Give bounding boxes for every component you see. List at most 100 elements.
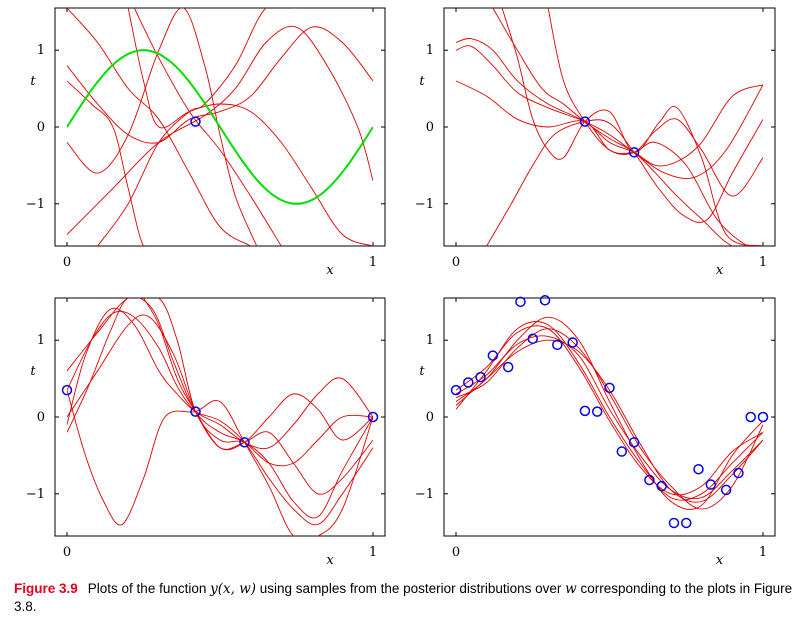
data-point — [567, 337, 578, 348]
x-tick-label: 1 — [369, 255, 377, 270]
y-tick-label: 0 — [426, 410, 434, 425]
y-axis-label: t — [419, 74, 425, 89]
caption-math-w: w — [565, 581, 577, 597]
sample-curve — [547, 8, 763, 246]
data-point — [61, 384, 73, 396]
sample-curve — [456, 316, 763, 510]
data-point — [475, 371, 486, 383]
sample-curve — [456, 339, 763, 503]
plot-area — [67, 8, 373, 246]
y-tick-label: −1 — [26, 197, 45, 212]
sample-curve — [67, 310, 373, 450]
data-point — [487, 350, 499, 361]
y-tick-label: 1 — [37, 333, 45, 348]
panel-bottom-right: −1 0 1 0 1 x t — [415, 295, 776, 568]
caption-text-1: Plots of the function — [87, 581, 211, 596]
data-point — [190, 116, 201, 127]
data-point — [190, 406, 201, 417]
caption-math-function: y(x, w) — [210, 581, 257, 597]
plot-area — [67, 298, 373, 536]
x-axis-label: x — [716, 553, 724, 568]
sample-curve — [67, 25, 373, 235]
y-tick-label: 1 — [37, 43, 45, 58]
sample-curve — [456, 45, 763, 179]
data-point — [628, 147, 640, 158]
x-tick-label: 0 — [63, 545, 71, 560]
figure-caption: Figure 3.9 Plots of the function y(x, w) … — [14, 580, 794, 615]
data-point — [628, 437, 640, 448]
x-tick-label: 1 — [759, 255, 767, 270]
panel-top-right: −1 0 1 0 1 x t — [415, 7, 776, 278]
sample-curve — [67, 8, 258, 246]
y-tick-label: −1 — [415, 487, 434, 502]
data-point — [757, 411, 769, 423]
data-point — [644, 474, 655, 486]
data-point — [656, 480, 667, 492]
sample-curve — [97, 8, 297, 246]
y-tick-label: 0 — [426, 120, 434, 135]
data-point — [733, 467, 744, 479]
sample-curve — [456, 38, 763, 167]
sample-curve — [486, 119, 763, 246]
data-point — [450, 384, 462, 396]
data-point — [668, 517, 680, 529]
sample-curve — [501, 8, 763, 246]
data-point — [515, 296, 526, 308]
y-tick-label: 1 — [426, 333, 434, 348]
plot-frame — [443, 7, 776, 247]
x-axis-label: x — [326, 263, 334, 278]
sample-curve — [67, 26, 373, 144]
true-function-curve — [67, 49, 373, 205]
y-axis-label: t — [30, 364, 36, 379]
data-point — [579, 116, 591, 127]
x-tick-label: 1 — [369, 545, 377, 560]
caption-text-3: corresponding to the plots in Figure 3.8… — [14, 581, 793, 614]
x-tick-label: 0 — [63, 255, 71, 270]
sample-curve — [143, 298, 373, 495]
data-point — [552, 339, 563, 351]
data-point — [693, 463, 704, 475]
data-point — [527, 333, 538, 344]
sample-curve — [127, 8, 373, 246]
sample-curve — [67, 8, 251, 246]
x-axis-label: x — [716, 263, 724, 278]
data-point — [579, 405, 591, 417]
y-tick-label: 0 — [37, 410, 45, 425]
data-point — [239, 437, 250, 448]
data-point — [539, 295, 551, 306]
y-tick-label: 1 — [426, 43, 434, 58]
y-axis-label: t — [30, 74, 36, 89]
x-tick-label: 0 — [452, 545, 460, 560]
sample-curve — [67, 80, 159, 246]
data-point — [367, 411, 379, 423]
y-tick-label: −1 — [415, 197, 434, 212]
x-axis-label: x — [326, 553, 334, 568]
sample-curve — [456, 335, 763, 500]
panel-top-left: −1 0 1 0 1 x t — [26, 7, 386, 278]
plot-frame — [54, 297, 386, 537]
data-point — [463, 377, 474, 388]
data-point — [705, 479, 717, 490]
panel-bottom-left: −1 0 1 0 1 x t — [26, 297, 386, 568]
caption-label: Figure 3.9 — [14, 581, 78, 596]
y-tick-label: −1 — [26, 487, 45, 502]
sample-curve — [456, 328, 763, 510]
data-point — [720, 484, 732, 496]
sample-curve — [456, 325, 763, 496]
x-tick-label: 1 — [759, 545, 767, 560]
sample-curve — [67, 389, 373, 536]
sample-curve — [492, 8, 763, 246]
x-tick-label: 0 — [452, 255, 460, 270]
y-tick-label: 0 — [37, 120, 45, 135]
sample-curve — [67, 298, 373, 467]
data-point — [604, 382, 615, 394]
sample-curve — [456, 80, 763, 197]
plot-area — [456, 316, 763, 510]
plot-area — [456, 8, 763, 246]
data-point — [591, 406, 603, 417]
sample-curve — [456, 321, 763, 501]
data-point — [681, 517, 692, 529]
data-point — [616, 446, 628, 457]
sample-curve — [67, 298, 373, 519]
